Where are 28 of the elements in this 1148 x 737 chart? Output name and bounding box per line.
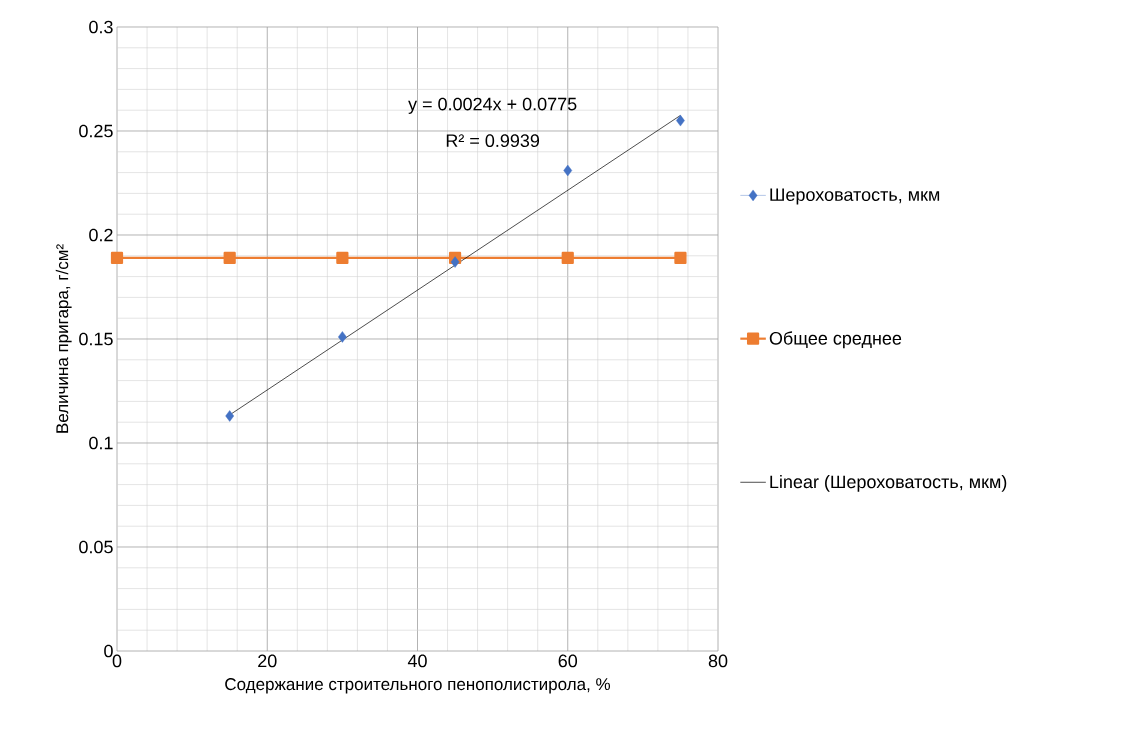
point [223, 251, 236, 264]
x-tick-label: 60 [558, 654, 578, 668]
legend-label: Шероховатость, мкм [770, 188, 940, 205]
y-tick-label: 0.3 [89, 20, 113, 34]
y-tick-label: 0.25 [79, 124, 113, 138]
x-tick-label: 80 [708, 654, 728, 668]
x-tick-label: 0 [112, 654, 122, 668]
legend-label: Linear (Шероховатость, мкм) [770, 475, 1007, 492]
y-tick-label: 0.15 [79, 332, 113, 346]
y-tick-label: 0.1 [89, 436, 113, 450]
point [561, 251, 574, 264]
point [674, 251, 687, 264]
x-axis-title: Содержание строительного пенополистирола, % [225, 678, 611, 694]
point [450, 256, 460, 268]
annotation: R² = 0.9939 [446, 134, 540, 148]
point [225, 410, 235, 422]
y-tick-label: 0.2 [89, 228, 113, 242]
y-tick-label: 0.05 [79, 540, 113, 554]
y-axis-title: Величина пригара, г/см² [55, 244, 72, 433]
y-tick-label: 0 [104, 644, 113, 658]
x-tick-label: 20 [258, 654, 277, 668]
point [336, 251, 349, 264]
point [338, 331, 347, 343]
legend-label: Общее среднее [769, 331, 902, 349]
point [563, 164, 573, 177]
point [110, 251, 124, 264]
x-tick-label: 40 [407, 654, 427, 668]
annotation: y = 0.0024x + 0.0775 [408, 97, 577, 114]
